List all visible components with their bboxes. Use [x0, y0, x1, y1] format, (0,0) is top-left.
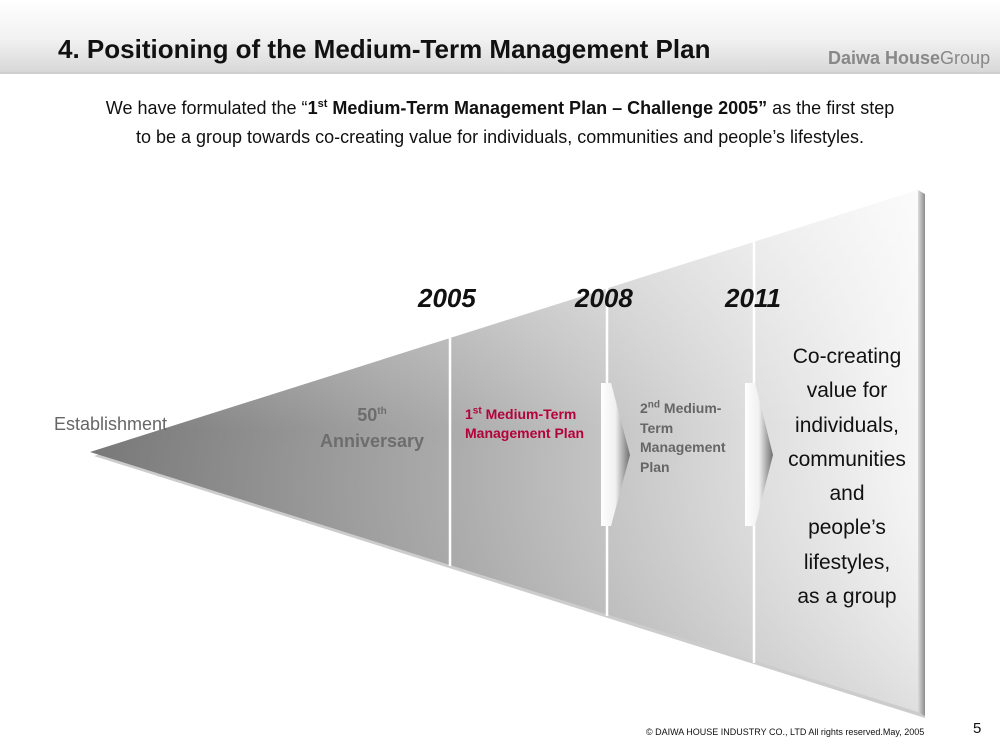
goal-line: as a group: [797, 585, 897, 609]
anniversary-num: 50: [357, 405, 378, 425]
wedge-highlight: [90, 190, 918, 712]
plan-1-num: 1: [465, 406, 473, 422]
goal-line: communities: [788, 447, 906, 471]
intro-text: We have formulated the “1st Medium-Term …: [40, 94, 960, 152]
goal-line: lifestyles,: [803, 550, 891, 574]
intro-line-2: to be a group towards co-creating value …: [135, 127, 865, 147]
plan-name-num: 1: [307, 98, 318, 118]
header-rule: [0, 72, 1000, 74]
plan-2-num: 2: [640, 400, 648, 416]
intro-line-1: We have formulated the “1st Medium-Term …: [40, 94, 960, 123]
year-2011: 2011: [725, 283, 781, 313]
arrow-chevron-1: [601, 383, 630, 526]
plan-1-label: 1st Medium-Term Management Plan: [465, 405, 605, 443]
establishment-label: Establishment: [54, 414, 168, 434]
goal-line: value for: [806, 379, 888, 403]
anniversary-number: 50th: [308, 402, 436, 428]
year-2005: 2005: [418, 283, 476, 313]
goal-line: Co-creating: [792, 345, 902, 368]
plan-name-sup: st: [317, 98, 328, 110]
copyright-notice: © DAIWA HOUSE INDUSTRY CO., LTD All righ…: [646, 727, 925, 737]
header-band: [0, 0, 1000, 72]
goal-line: and: [829, 482, 865, 506]
plan-2-label: 2nd Medium-Term Management Plan: [640, 399, 750, 477]
arrow-chevron-2: [745, 383, 773, 526]
page-title: 4. Positioning of the Medium-Term Manage…: [58, 34, 711, 64]
goal-line: people’s: [808, 516, 886, 540]
wedge-end-face: [918, 190, 925, 716]
year-2008: 2008: [575, 283, 633, 313]
plan-name-rest: Medium-Term Management Plan – Challenge …: [327, 98, 768, 118]
logo-secondary: Group: [940, 48, 991, 68]
intro-line1-tail: as the first step: [767, 98, 895, 118]
plan-1-sup: st: [472, 405, 482, 417]
anniversary-word: Anniversary: [319, 431, 425, 451]
page-number: 5: [973, 720, 982, 737]
plan-2-text: Medium-Term Management Plan: [640, 400, 726, 475]
goal-line: individuals,: [795, 413, 899, 437]
plan-1-text: Medium-Term Management Plan: [465, 406, 585, 441]
goal-text: Co-creating value for individuals, commu…: [772, 340, 922, 614]
anniversary-label: 50th Anniversary: [308, 402, 436, 454]
plan-2-sup: nd: [647, 399, 661, 411]
intro-line1-lead: We have formulated the “: [105, 98, 308, 118]
company-logo: Daiwa HouseGroup: [828, 48, 990, 69]
plan-name: 1st Medium-Term Management Plan – Challe…: [308, 98, 768, 118]
anniversary-sup: th: [377, 406, 387, 417]
logo-primary: Daiwa House: [828, 48, 941, 68]
